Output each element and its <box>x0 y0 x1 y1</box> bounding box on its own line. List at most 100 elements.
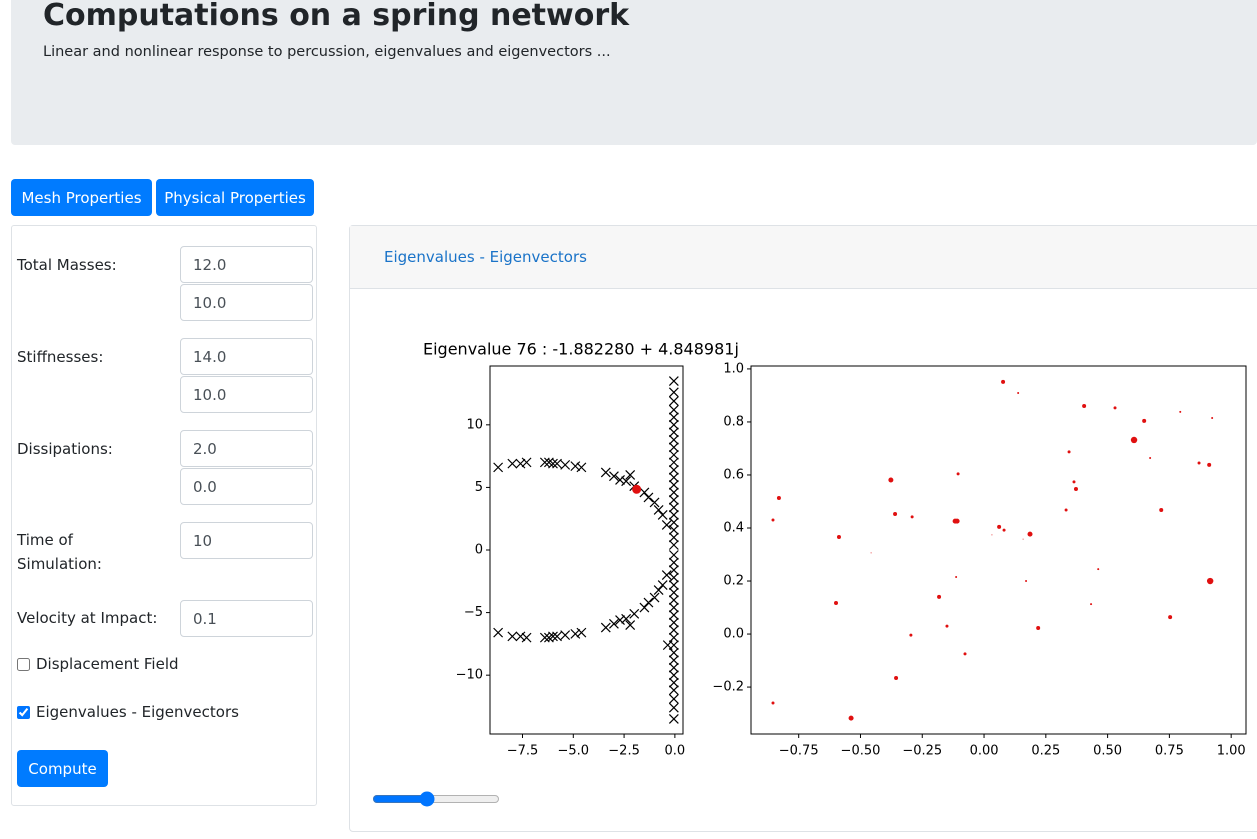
eigenvalue-marker <box>668 487 679 498</box>
eigenvalue-marker <box>507 458 518 469</box>
point <box>1001 379 1006 384</box>
slider[interactable] <box>372 791 500 807</box>
eigenvalue-marker <box>576 627 587 638</box>
x-tick-label: 0.00 <box>970 744 999 759</box>
eigenvalue-marker <box>570 461 581 472</box>
eigenvalue-marker <box>668 510 679 520</box>
checkbox-row[interactable]: Displacement Field <box>17 655 179 673</box>
tab-button[interactable]: Mesh Properties <box>11 179 152 216</box>
point <box>870 552 872 554</box>
field-label: Stiffnesses: <box>17 348 104 366</box>
eigenvalue-marker <box>668 677 679 688</box>
eigenvalue-marker <box>668 625 679 636</box>
eigenvalue-marker <box>639 602 650 613</box>
eigenvalue-marker <box>668 427 679 438</box>
point <box>1067 450 1071 454</box>
eigenvalue-marker <box>668 655 679 666</box>
y-tick-label: 0.2 <box>723 574 744 589</box>
point <box>1130 436 1138 444</box>
text-input[interactable] <box>180 246 313 283</box>
point <box>1002 528 1006 532</box>
point <box>848 715 854 721</box>
checkbox-row[interactable]: Eigenvalues - Eigenvectors <box>17 703 239 721</box>
eigenvalue-marker <box>552 631 562 642</box>
text-input[interactable] <box>180 338 313 375</box>
eigenvalue-marker <box>657 580 668 590</box>
field-label: Total Masses: <box>17 256 117 274</box>
eigenvalue-marker <box>668 694 679 704</box>
eigenvalue-marker <box>521 457 532 468</box>
eigenvalue-marker <box>507 631 518 642</box>
text-input[interactable] <box>180 376 313 413</box>
field-label: Dissipations: <box>17 440 113 458</box>
eigenvalue-marker <box>668 412 679 423</box>
y-tick-label: 0 <box>475 543 483 558</box>
eigenvalue-marker <box>493 627 504 638</box>
point <box>771 518 775 522</box>
point <box>956 472 960 476</box>
checkbox-label: Eigenvalues - Eigenvectors <box>36 703 239 721</box>
eigenvalue-marker <box>661 570 672 580</box>
eigenvalue-marker <box>668 434 679 445</box>
eigenvalue-marker <box>668 572 679 583</box>
eigenvalue-marker <box>668 640 679 651</box>
eigenvalue-marker <box>629 608 640 619</box>
eigenvalue-marker <box>668 647 679 658</box>
text-input[interactable] <box>180 284 313 321</box>
point <box>1017 392 1020 395</box>
text-input[interactable] <box>180 468 313 505</box>
y-tick-label: 5 <box>475 480 483 495</box>
x-tick-label: −0.25 <box>902 744 942 759</box>
eigenvalue-marker <box>668 517 679 528</box>
compute-button[interactable]: Compute <box>17 750 108 787</box>
eigenvalue-marker <box>668 580 679 590</box>
point <box>1207 462 1212 467</box>
point <box>1072 480 1076 484</box>
eigenvalue-marker <box>570 628 581 639</box>
plot-frame <box>489 365 684 735</box>
card-tab[interactable]: Eigenvalues - Eigenvectors <box>384 248 587 266</box>
eigenvalue-marker <box>668 502 679 513</box>
point <box>954 518 960 524</box>
eigenvalue-marker <box>668 457 679 468</box>
text-input[interactable] <box>180 430 313 467</box>
checkbox[interactable] <box>17 657 30 671</box>
point <box>1022 538 1024 540</box>
x-tick-label: 0.75 <box>1155 744 1184 759</box>
point <box>997 524 1002 529</box>
point <box>1197 461 1201 465</box>
eigenvalue-marker <box>621 613 632 624</box>
text-input[interactable] <box>180 522 313 559</box>
eigenvalue-marker <box>493 462 504 473</box>
eigenvalue-marker <box>625 620 636 631</box>
eigenvalue-marker <box>609 618 619 629</box>
eigenvalue-marker <box>600 467 611 478</box>
point <box>771 701 775 705</box>
eigenvalue-marker <box>649 497 660 508</box>
x-tick-label: −0.75 <box>779 744 819 759</box>
eigenvalue-marker <box>653 585 664 595</box>
eigenvalue-marker <box>515 631 526 642</box>
point <box>1159 507 1164 512</box>
eigenvalue-marker <box>657 510 668 520</box>
field-label: Time of Simulation: <box>17 531 102 573</box>
eigenvalue-marker <box>600 622 611 633</box>
eigenvalue-marker <box>668 662 679 673</box>
eigenvalue-marker <box>668 550 679 560</box>
eigenvalue-marker <box>668 472 679 483</box>
eigenvalue-marker <box>539 457 550 468</box>
eigenvalue-marker <box>548 631 558 642</box>
point <box>834 601 839 606</box>
eigenvalue-marker <box>668 610 679 621</box>
checkbox[interactable] <box>17 705 30 719</box>
field-label: Velocity at Impact: <box>17 609 158 627</box>
point <box>1090 603 1093 606</box>
point <box>937 594 942 599</box>
eigenvalue-marker <box>615 474 625 485</box>
eigenvalue-marker <box>552 458 562 469</box>
point <box>1142 418 1147 423</box>
tab-button[interactable]: Physical Properties <box>156 179 314 216</box>
text-input[interactable] <box>180 600 313 637</box>
point <box>1149 457 1152 459</box>
